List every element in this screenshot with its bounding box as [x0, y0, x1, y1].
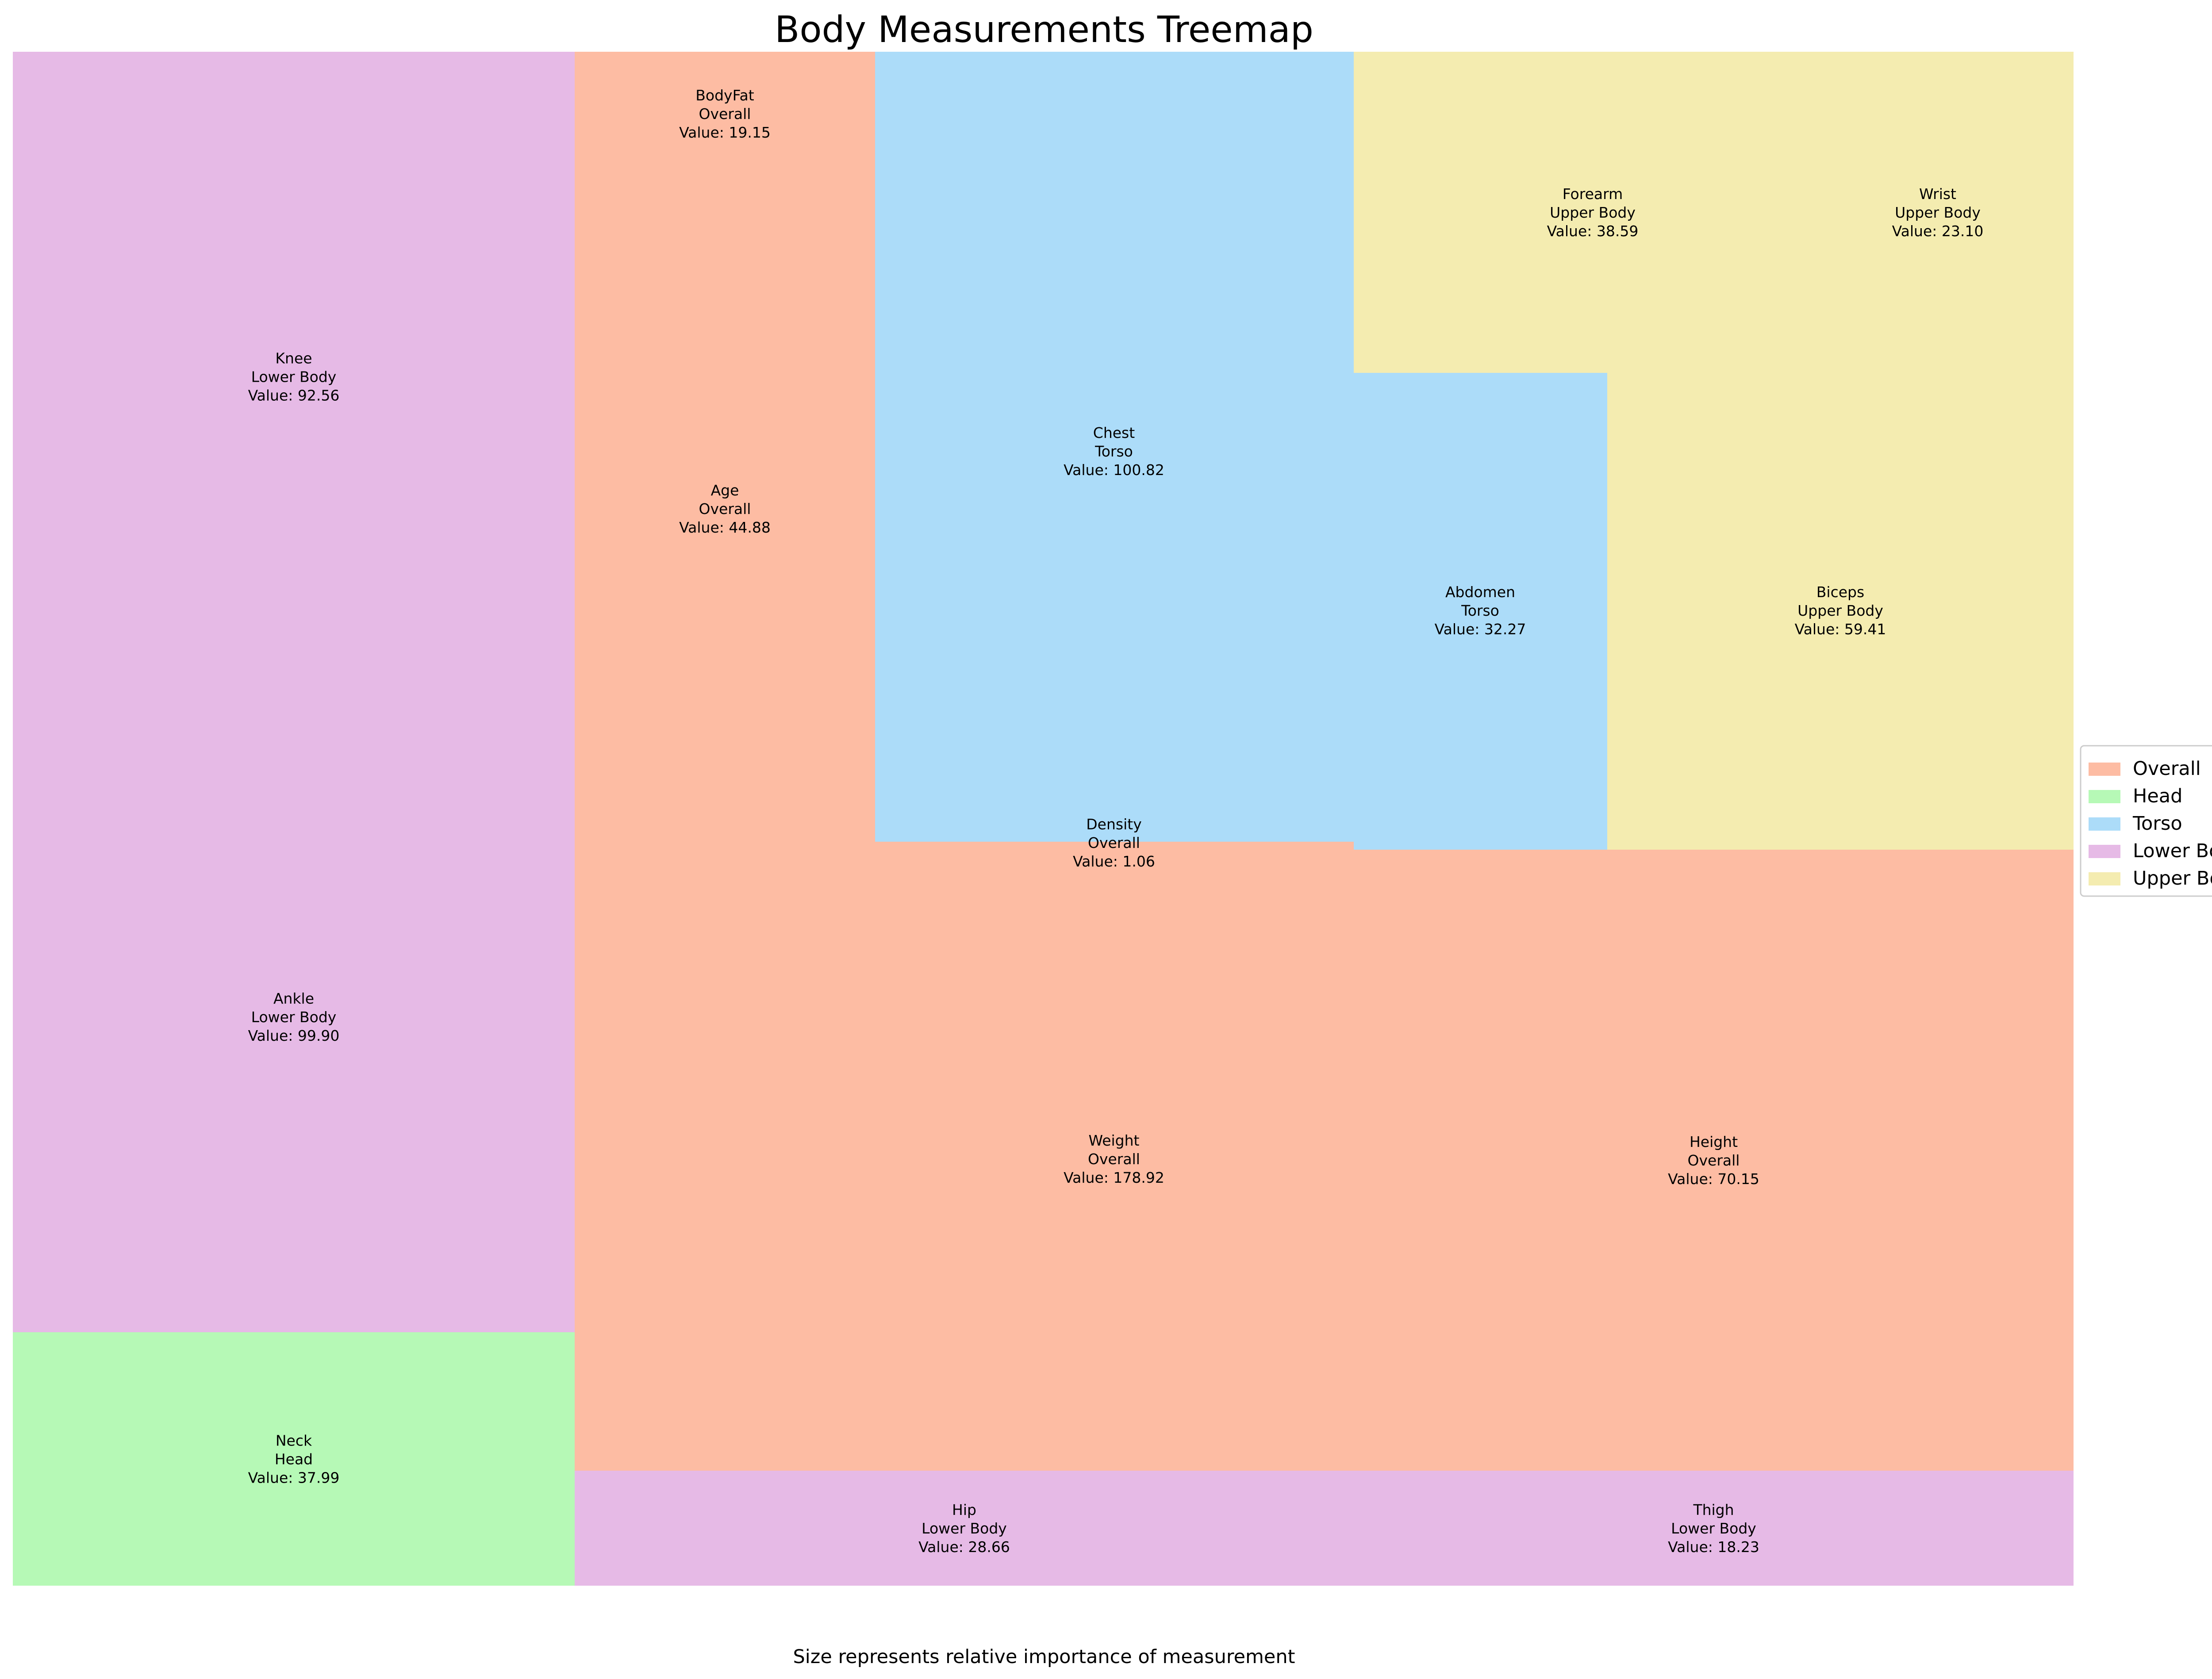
tile-category: Head	[275, 1451, 313, 1468]
tile-rect	[875, 52, 1354, 842]
tile-rect	[13, 52, 575, 702]
tile-rect	[1354, 373, 1607, 850]
tile-category: Torso	[1094, 443, 1133, 460]
tile-category: Overall	[1088, 834, 1140, 851]
tile-forearm	[1354, 52, 1859, 373]
tile-name: Abdomen	[1445, 583, 1515, 601]
legend: Overall Head Torso Lower Body Upper Body	[2080, 745, 2212, 897]
legend-label: Torso	[2132, 813, 2182, 835]
tile-wrist	[1859, 52, 2074, 373]
tile-rect	[13, 702, 575, 1332]
tile-category: Upper Body	[1550, 204, 1636, 221]
tile-height	[1354, 850, 2074, 1471]
tile-name: Height	[1690, 1133, 1738, 1150]
tile-name: Age	[711, 482, 739, 499]
tile-name: Ankle	[273, 990, 314, 1007]
chart-caption: Size represents relative importance of m…	[793, 1646, 1295, 1668]
tile-rect	[1607, 373, 2074, 850]
tile-name: Weight	[1089, 1132, 1140, 1149]
tile-value: Value: 23.10	[1892, 222, 1984, 240]
tile-rect	[575, 1471, 1354, 1586]
legend-label: Head	[2133, 785, 2182, 807]
legend-label: Upper Body	[2133, 867, 2212, 889]
tile-name: Knee	[275, 350, 312, 367]
tile-category: Upper Body	[1797, 602, 1883, 619]
tile-category: Lower Body	[251, 1008, 337, 1026]
tile-name: Hip	[952, 1501, 976, 1518]
tile-value: Value: 70.15	[1668, 1170, 1759, 1188]
tile-rect	[1354, 850, 2074, 1471]
tile-thigh	[1354, 1471, 2074, 1586]
tile-rect	[1354, 1471, 2074, 1586]
tile-value: Value: 44.88	[679, 519, 771, 536]
tile-category: Overall	[699, 500, 751, 518]
tile-chest	[875, 52, 1354, 842]
tile-name: Density	[1086, 816, 1141, 833]
tile-name: BodyFat	[695, 87, 754, 104]
legend-label: Lower Body	[2133, 840, 2212, 862]
tile-value: Value: 178.92	[1064, 1169, 1164, 1186]
legend-swatch	[2089, 763, 2120, 776]
tile-category: Overall	[1088, 1150, 1140, 1168]
tile-category: Torso	[1461, 602, 1499, 619]
tile-category: Lower Body	[922, 1520, 1007, 1537]
tile-rect	[575, 176, 875, 842]
tile-weight	[575, 842, 1354, 1471]
tile-value: Value: 18.23	[1668, 1538, 1759, 1556]
tile-ankle	[13, 702, 575, 1332]
tile-knee	[13, 52, 575, 702]
tile-category: Lower Body	[251, 368, 337, 386]
legend-swatch	[2089, 845, 2120, 858]
tile-neck	[13, 1332, 575, 1586]
tile-value: Value: 1.06	[1073, 853, 1155, 870]
tile-biceps	[1607, 373, 2074, 850]
tile-bodyfat	[575, 52, 875, 176]
tile-name: Wrist	[1919, 185, 1956, 203]
legend-swatch	[2089, 872, 2120, 886]
tile-age	[575, 176, 875, 842]
tile-category: Lower Body	[1671, 1520, 1756, 1537]
chart-title: Body Measurements Treemap	[775, 9, 1313, 51]
tile-value: Value: 32.27	[1435, 621, 1526, 638]
tile-category: Overall	[699, 105, 751, 123]
tile-value: Value: 19.15	[679, 124, 771, 141]
tile-name: Forearm	[1563, 185, 1623, 203]
tile-name: Thigh	[1693, 1501, 1734, 1518]
legend-frame	[2080, 745, 2212, 897]
tile-rect	[1354, 52, 1859, 373]
legend-swatch	[2089, 790, 2120, 803]
tile-rect	[1859, 52, 2074, 373]
tile-value: Value: 100.82	[1064, 461, 1164, 479]
legend-label: Overall	[2133, 758, 2201, 780]
tile-value: Value: 37.99	[248, 1469, 340, 1487]
tile-value: Value: 28.66	[918, 1538, 1010, 1556]
tile-abdomen	[1354, 373, 1607, 850]
tile-value: Value: 38.59	[1547, 222, 1639, 240]
tile-value: Value: 99.90	[248, 1027, 340, 1044]
tile-category: Overall	[1688, 1152, 1740, 1169]
legend-swatch	[2089, 817, 2120, 831]
tile-value: Value: 92.56	[248, 387, 340, 404]
tile-name: Biceps	[1816, 583, 1864, 601]
tile-value: Value: 59.41	[1795, 621, 1886, 638]
tile-name: Chest	[1093, 424, 1135, 441]
tile-name: Neck	[276, 1432, 312, 1449]
tile-rect	[575, 842, 1354, 1471]
tile-rect	[13, 1332, 575, 1586]
tile-rect	[575, 52, 875, 176]
tile-category: Upper Body	[1895, 204, 1981, 221]
tile-hip	[575, 1471, 1354, 1586]
